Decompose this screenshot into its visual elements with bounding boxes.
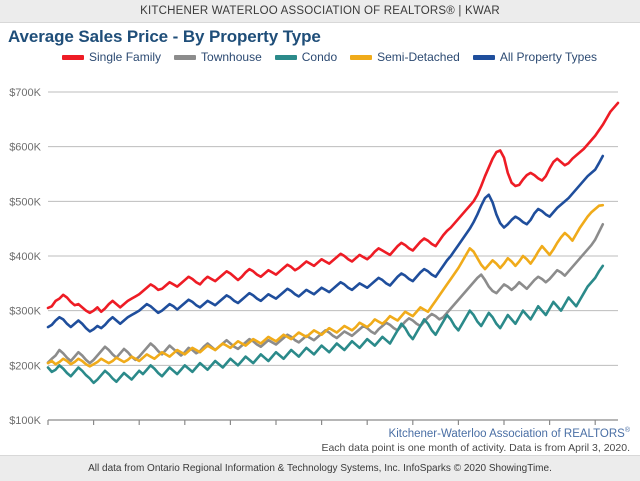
- legend-swatch-all-property-types: [472, 54, 495, 60]
- gridlines: [48, 91, 618, 366]
- chart-legend: Single Family Townhouse Condo Semi-Detac…: [62, 50, 597, 64]
- organization-title: KITCHENER WATERLOO ASSOCIATION OF REALTO…: [140, 5, 500, 17]
- y-axis-tick-label: $400K: [9, 251, 41, 263]
- legend-swatch-single-family: [62, 54, 84, 60]
- legend-label-single-family: Single Family: [89, 50, 162, 64]
- y-axis-labels: $100K $200K $300K $400K $500K $600K $700K: [9, 87, 41, 427]
- y-axis-tick-label: $100K: [9, 415, 41, 427]
- series-line-semi-detached[interactable]: [46, 203, 605, 368]
- legend-label-condo: Condo: [301, 50, 338, 64]
- legend-item-condo[interactable]: Condo: [274, 50, 338, 64]
- page-title: Average Sales Price - By Property Type: [8, 27, 321, 46]
- series-line-all-property-types[interactable]: [46, 154, 605, 333]
- legend-item-single-family[interactable]: Single Family: [62, 50, 161, 64]
- legend-item-all-property-types[interactable]: All Property Types: [472, 50, 597, 64]
- plot-area: $100K$200K$300K$400K$500K$600K$700K 1-20…: [0, 67, 640, 427]
- series-line-townhouse[interactable]: [46, 222, 605, 365]
- y-axis-tick-label: $500K: [9, 196, 41, 208]
- x-axis: [47, 419, 618, 425]
- legend-label-townhouse: Townhouse: [201, 50, 262, 64]
- legend-swatch-townhouse: [174, 54, 197, 60]
- data-series: [46, 101, 620, 385]
- legend-item-townhouse[interactable]: Townhouse: [174, 50, 262, 64]
- chart-note: Each data point is one month of activity…: [321, 442, 630, 454]
- legend-label-all-property-types: All Property Types: [499, 50, 597, 64]
- legend-swatch-semi-detached: [350, 54, 373, 60]
- y-axis-tick-label: $700K: [9, 87, 41, 99]
- chart-credit: Kitchener-Waterloo Association of REALTO…: [388, 427, 630, 440]
- y-axis-tick-label: $200K: [9, 360, 41, 372]
- legend-item-semi-detached[interactable]: Semi-Detached: [350, 50, 460, 64]
- app-footer-bar: All data from Ontario Regional Informati…: [0, 455, 640, 481]
- legend-swatch-condo: [274, 54, 297, 60]
- series-line-single-family[interactable]: [46, 101, 620, 315]
- app-header-bar: KITCHENER WATERLOO ASSOCIATION OF REALTO…: [0, 0, 640, 23]
- y-axis-tick-label: $600K: [9, 142, 41, 154]
- line-chart-svg[interactable]: $100K$200K$300K$400K$500K$600K$700K 1-20…: [0, 67, 640, 427]
- legend-label-semi-detached: Semi-Detached: [377, 50, 460, 64]
- chart-card: Average Sales Price - By Property Type S…: [0, 23, 640, 455]
- series-line-condo[interactable]: [46, 264, 605, 385]
- attribution-text: All data from Ontario Regional Informati…: [88, 463, 552, 474]
- y-axis-tick-label: $300K: [9, 306, 41, 318]
